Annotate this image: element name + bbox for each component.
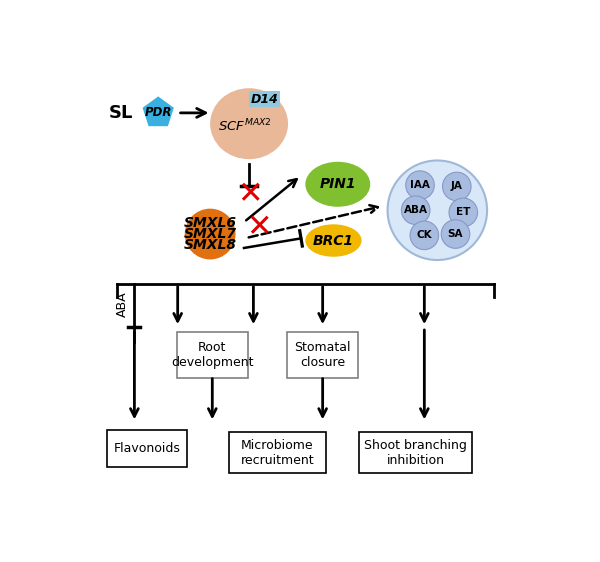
Text: ET: ET <box>456 207 470 217</box>
Ellipse shape <box>210 88 288 159</box>
Text: Flavonoids: Flavonoids <box>114 442 181 455</box>
Text: Stomatal
closure: Stomatal closure <box>295 341 351 369</box>
Text: $SCF^{MAX2}$: $SCF^{MAX2}$ <box>218 117 272 134</box>
Text: SMXL6: SMXL6 <box>184 216 236 230</box>
FancyBboxPatch shape <box>287 333 358 378</box>
Circle shape <box>196 216 232 251</box>
Text: IAA: IAA <box>410 180 430 190</box>
Circle shape <box>410 221 439 250</box>
Text: PIN1: PIN1 <box>320 177 356 191</box>
Ellipse shape <box>305 224 362 257</box>
Circle shape <box>441 220 470 248</box>
Circle shape <box>443 172 471 201</box>
Circle shape <box>197 219 231 252</box>
Text: PDR: PDR <box>145 106 172 119</box>
Text: CK: CK <box>416 230 432 241</box>
Circle shape <box>401 196 430 225</box>
FancyBboxPatch shape <box>249 91 280 107</box>
Circle shape <box>191 219 226 254</box>
Circle shape <box>449 198 478 226</box>
Circle shape <box>185 210 235 259</box>
Circle shape <box>187 214 227 253</box>
Circle shape <box>191 213 227 250</box>
Text: ✕: ✕ <box>236 180 262 209</box>
Text: SMXL7: SMXL7 <box>184 227 236 241</box>
Text: D14: D14 <box>251 93 278 106</box>
FancyBboxPatch shape <box>359 432 472 473</box>
Circle shape <box>194 213 230 250</box>
Text: JA: JA <box>451 182 463 192</box>
Text: ABA: ABA <box>404 205 428 215</box>
FancyBboxPatch shape <box>229 432 326 473</box>
Text: SL: SL <box>109 104 134 122</box>
Polygon shape <box>143 97 174 126</box>
Text: BRC1: BRC1 <box>313 234 354 247</box>
FancyBboxPatch shape <box>176 333 248 378</box>
Text: ABA: ABA <box>116 292 129 317</box>
Text: SMXL8: SMXL8 <box>184 238 236 252</box>
Text: Shoot branching
inhibition: Shoot branching inhibition <box>364 438 467 466</box>
Ellipse shape <box>305 162 370 207</box>
Circle shape <box>194 219 229 254</box>
Text: Root
development: Root development <box>171 341 254 369</box>
Circle shape <box>406 171 434 200</box>
Text: Microbiome
recruitment: Microbiome recruitment <box>241 438 314 466</box>
Text: SA: SA <box>448 229 463 239</box>
Circle shape <box>388 161 487 260</box>
Text: ✕: ✕ <box>246 213 271 242</box>
Circle shape <box>190 218 223 252</box>
FancyBboxPatch shape <box>107 430 187 466</box>
